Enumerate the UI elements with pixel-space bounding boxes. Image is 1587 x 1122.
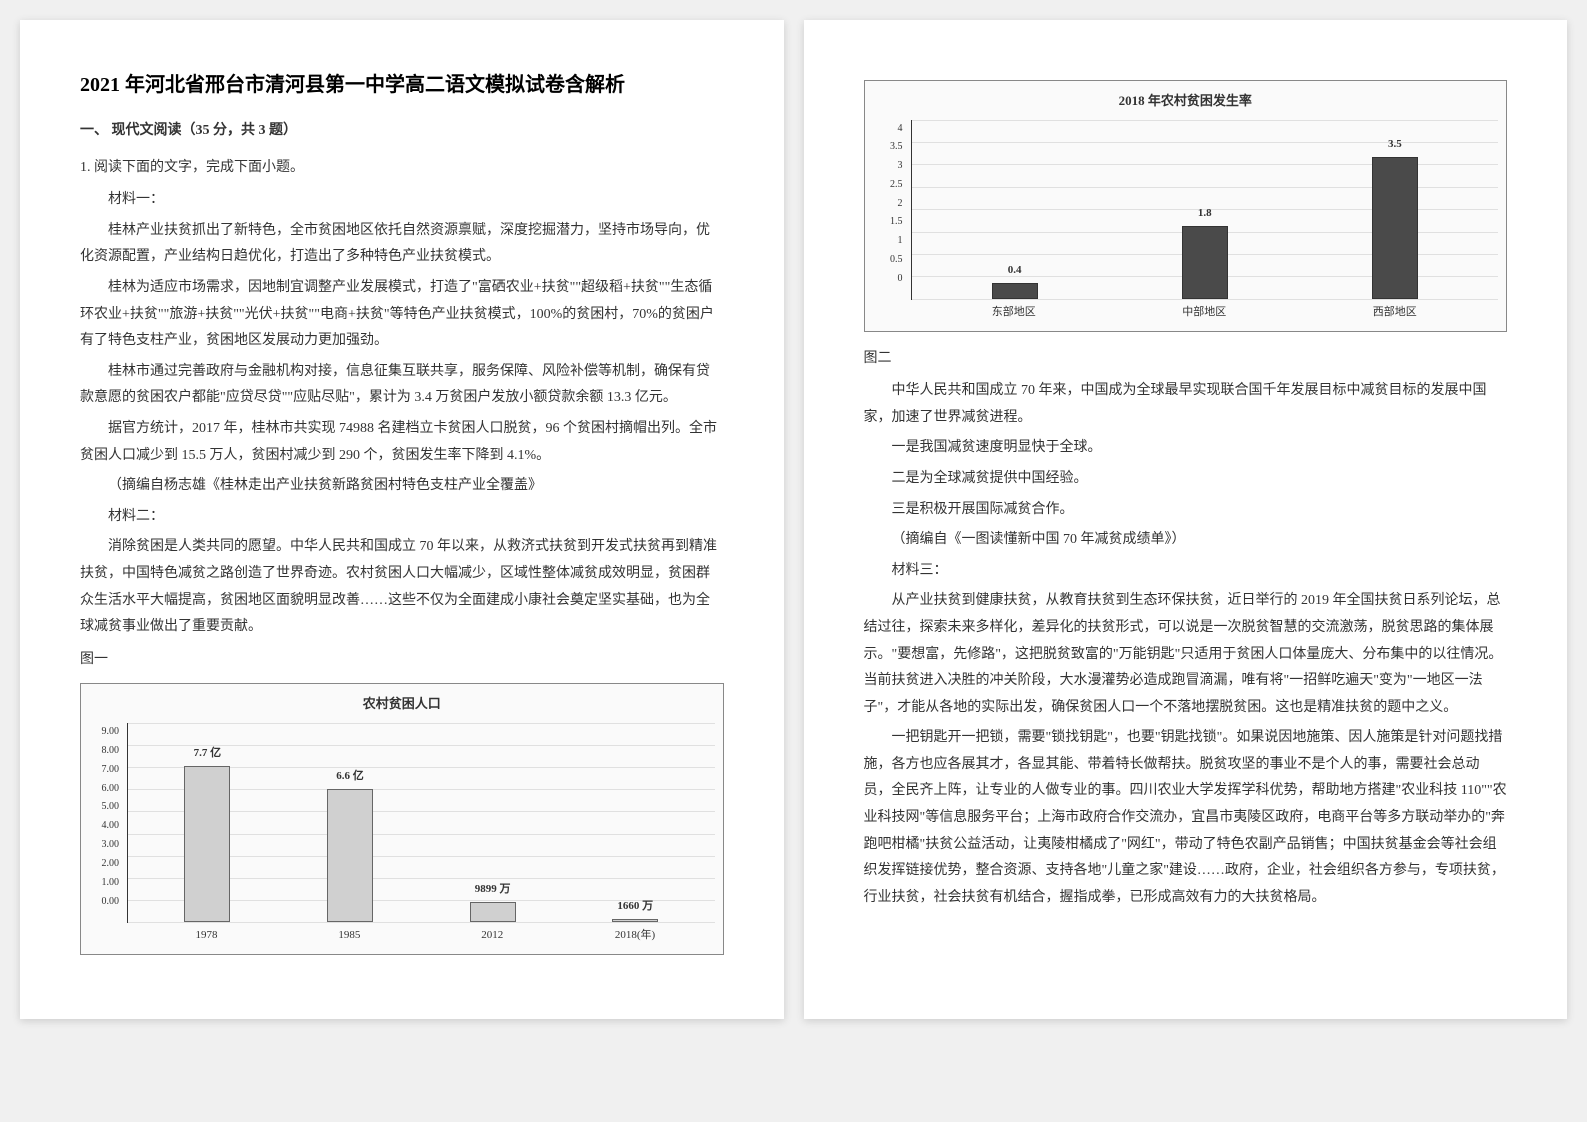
body-text: 一把钥匙开一把锁，需要"锁找钥匙"，也要"钥匙找锁"。如果说因地施策、因人施策是…: [864, 725, 1508, 911]
y-tick: 3.00: [89, 840, 123, 850]
bar-group: 1660 万: [605, 896, 665, 922]
bar-value-label: 3.5: [1388, 134, 1402, 155]
y-tick: 9.00: [89, 727, 123, 737]
y-tick: 7.00: [89, 765, 123, 775]
bar-group: 7.7 亿: [177, 743, 237, 922]
bar-group: 3.5: [1365, 134, 1425, 299]
figure-label: 图一: [80, 647, 724, 674]
bar-group: 9899 万: [463, 879, 523, 922]
chart-title: 2018 年农村贫困发生率: [873, 89, 1499, 114]
y-tick: 5.00: [89, 802, 123, 812]
bar: [1182, 226, 1228, 299]
page-right: 2018 年农村贫困发生率 4 3.5 3 2.5 2 1.5 1 0.5 0 0.4 1.8 3.…: [804, 20, 1568, 1019]
x-tick-label: 2012: [462, 925, 522, 946]
y-tick: 3: [873, 161, 907, 171]
source-text: （摘编自杨志雄《桂林走出产业扶贫新路贫困村特色支柱产业全覆盖》: [80, 473, 724, 500]
body-text: 二是为全球减贫提供中国经验。: [864, 466, 1508, 493]
chart-plot-area: 4 3.5 3 2.5 2 1.5 1 0.5 0 0.4 1.8 3.5: [873, 120, 1499, 300]
bar-value-label: 1.8: [1198, 203, 1212, 224]
bar-group: 0.4: [985, 260, 1045, 299]
x-tick-label: 中部地区: [1174, 302, 1234, 323]
body-text: 桂林为适应市场需求，因地制宜调整产业发展模式，打造了"富硒农业+扶贫""超级稻+…: [80, 275, 724, 355]
body-text: 据官方统计，2017 年，桂林市共实现 74988 名建档立卡贫困人口脱贫，96…: [80, 416, 724, 469]
bar-value-label: 1660 万: [617, 896, 653, 917]
body-text: 桂林市通过完善政府与金融机构对接，信息征集互联共享，服务保障、风险补偿等机制，确…: [80, 359, 724, 412]
bar: [327, 789, 373, 922]
body-text: 从产业扶贫到健康扶贫，从教育扶贫到生态环保扶贫，近日举行的 2019 年全国扶贫…: [864, 588, 1508, 721]
x-tick-label: 东部地区: [984, 302, 1044, 323]
body-text: 桂林产业扶贫抓出了新特色，全市贫困地区依托自然资源禀赋，深度挖掘潜力，坚持市场导…: [80, 218, 724, 271]
y-tick: 1.00: [89, 878, 123, 888]
figure-label: 图二: [864, 346, 1508, 373]
chart-rural-poor-population: 农村贫困人口 9.00 8.00 7.00 6.00 5.00 4.00 3.00 2.00 1…: [80, 683, 724, 955]
y-tick: 8.00: [89, 746, 123, 756]
chart-title: 农村贫困人口: [89, 692, 715, 717]
y-tick: 2.00: [89, 859, 123, 869]
y-tick: 6.00: [89, 784, 123, 794]
bar-group: 6.6 亿: [320, 766, 380, 922]
y-tick: 2.5: [873, 180, 907, 190]
doc-title: 2021 年河北省邢台市清河县第一中学高二语文模拟试卷含解析: [80, 70, 724, 100]
bar-value-label: 6.6 亿: [336, 766, 364, 787]
chart-bars: 7.7 亿 6.6 亿 9899 万 1660 万: [127, 723, 715, 923]
bar: [612, 919, 658, 922]
chart-bars: 0.4 1.8 3.5: [911, 120, 1499, 300]
chart-plot-area: 9.00 8.00 7.00 6.00 5.00 4.00 3.00 2.00 1.00 0.00…: [89, 723, 715, 923]
bar: [1372, 157, 1418, 299]
page-left: 2021 年河北省邢台市清河县第一中学高二语文模拟试卷含解析 一、 现代文阅读（…: [20, 20, 784, 1019]
y-tick: 2: [873, 199, 907, 209]
x-axis: 1978 1985 2012 2018(年): [127, 923, 715, 946]
x-tick-label: 1985: [319, 925, 379, 946]
material-label: 材料一：: [80, 187, 724, 214]
material-label: 材料三：: [864, 558, 1508, 585]
y-tick: 3.5: [873, 142, 907, 152]
body-text: 消除贫困是人类共同的愿望。中华人民共和国成立 70 年以来，从救济式扶贫到开发式…: [80, 534, 724, 640]
y-axis: 9.008.007.006.005.004.003.002.001.000.00: [89, 723, 123, 903]
chart-poverty-rate-2018: 2018 年农村贫困发生率 4 3.5 3 2.5 2 1.5 1 0.5 0 0.4 1.8 3.…: [864, 80, 1508, 332]
bar-group: 1.8: [1175, 203, 1235, 299]
body-text: 三是积极开展国际减贫合作。: [864, 497, 1508, 524]
bar: [992, 283, 1038, 299]
material-label: 材料二：: [80, 504, 724, 531]
bar: [470, 902, 516, 922]
y-tick: 1: [873, 236, 907, 246]
question-intro: 1. 阅读下面的文字，完成下面小题。: [80, 155, 724, 182]
x-tick-label: 1978: [176, 925, 236, 946]
body-text: 中华人民共和国成立 70 年来，中国成为全球最早实现联合国千年发展目标中减贫目标…: [864, 378, 1508, 431]
body-text: 一是我国减贫速度明显快于全球。: [864, 435, 1508, 462]
x-axis: 东部地区 中部地区 西部地区: [911, 300, 1499, 323]
x-tick-label: 西部地区: [1365, 302, 1425, 323]
y-tick: 0.00: [89, 897, 123, 907]
bar: [184, 766, 230, 922]
y-tick: 4: [873, 124, 907, 134]
section-heading: 一、 现代文阅读（35 分，共 3 题）: [80, 118, 724, 145]
x-tick-label: 2018(年): [605, 925, 665, 946]
y-tick: 4.00: [89, 821, 123, 831]
bar-value-label: 7.7 亿: [194, 743, 222, 764]
bar-value-label: 0.4: [1008, 260, 1022, 281]
y-tick: 1.5: [873, 217, 907, 227]
bar-value-label: 9899 万: [475, 879, 511, 900]
source-text: （摘编自《一图读懂新中国 70 年减贫成绩单》）: [864, 527, 1508, 554]
y-axis: 43.532.521.510.50: [873, 120, 907, 280]
y-tick: 0.5: [873, 255, 907, 265]
y-tick: 0: [873, 274, 907, 284]
